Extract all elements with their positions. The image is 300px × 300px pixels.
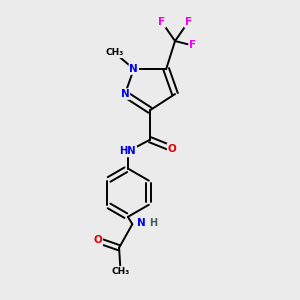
Text: F: F: [185, 17, 192, 27]
Text: F: F: [158, 17, 165, 27]
Text: O: O: [94, 236, 102, 245]
Text: N: N: [129, 64, 138, 74]
Text: CH₃: CH₃: [106, 48, 124, 57]
Text: N: N: [137, 218, 146, 228]
Text: H: H: [149, 218, 158, 228]
Text: O: O: [168, 143, 176, 154]
Text: HN: HN: [120, 146, 136, 157]
Text: F: F: [189, 40, 196, 50]
Text: N: N: [121, 89, 129, 99]
Text: CH₃: CH₃: [111, 267, 130, 276]
